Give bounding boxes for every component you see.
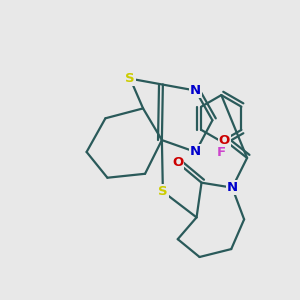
- Text: S: S: [158, 185, 168, 198]
- Text: N: N: [190, 146, 201, 158]
- Text: N: N: [190, 84, 201, 97]
- Text: S: S: [125, 72, 135, 85]
- Text: F: F: [217, 146, 226, 159]
- Text: O: O: [172, 156, 183, 170]
- Text: O: O: [219, 134, 230, 147]
- Text: N: N: [227, 181, 238, 194]
